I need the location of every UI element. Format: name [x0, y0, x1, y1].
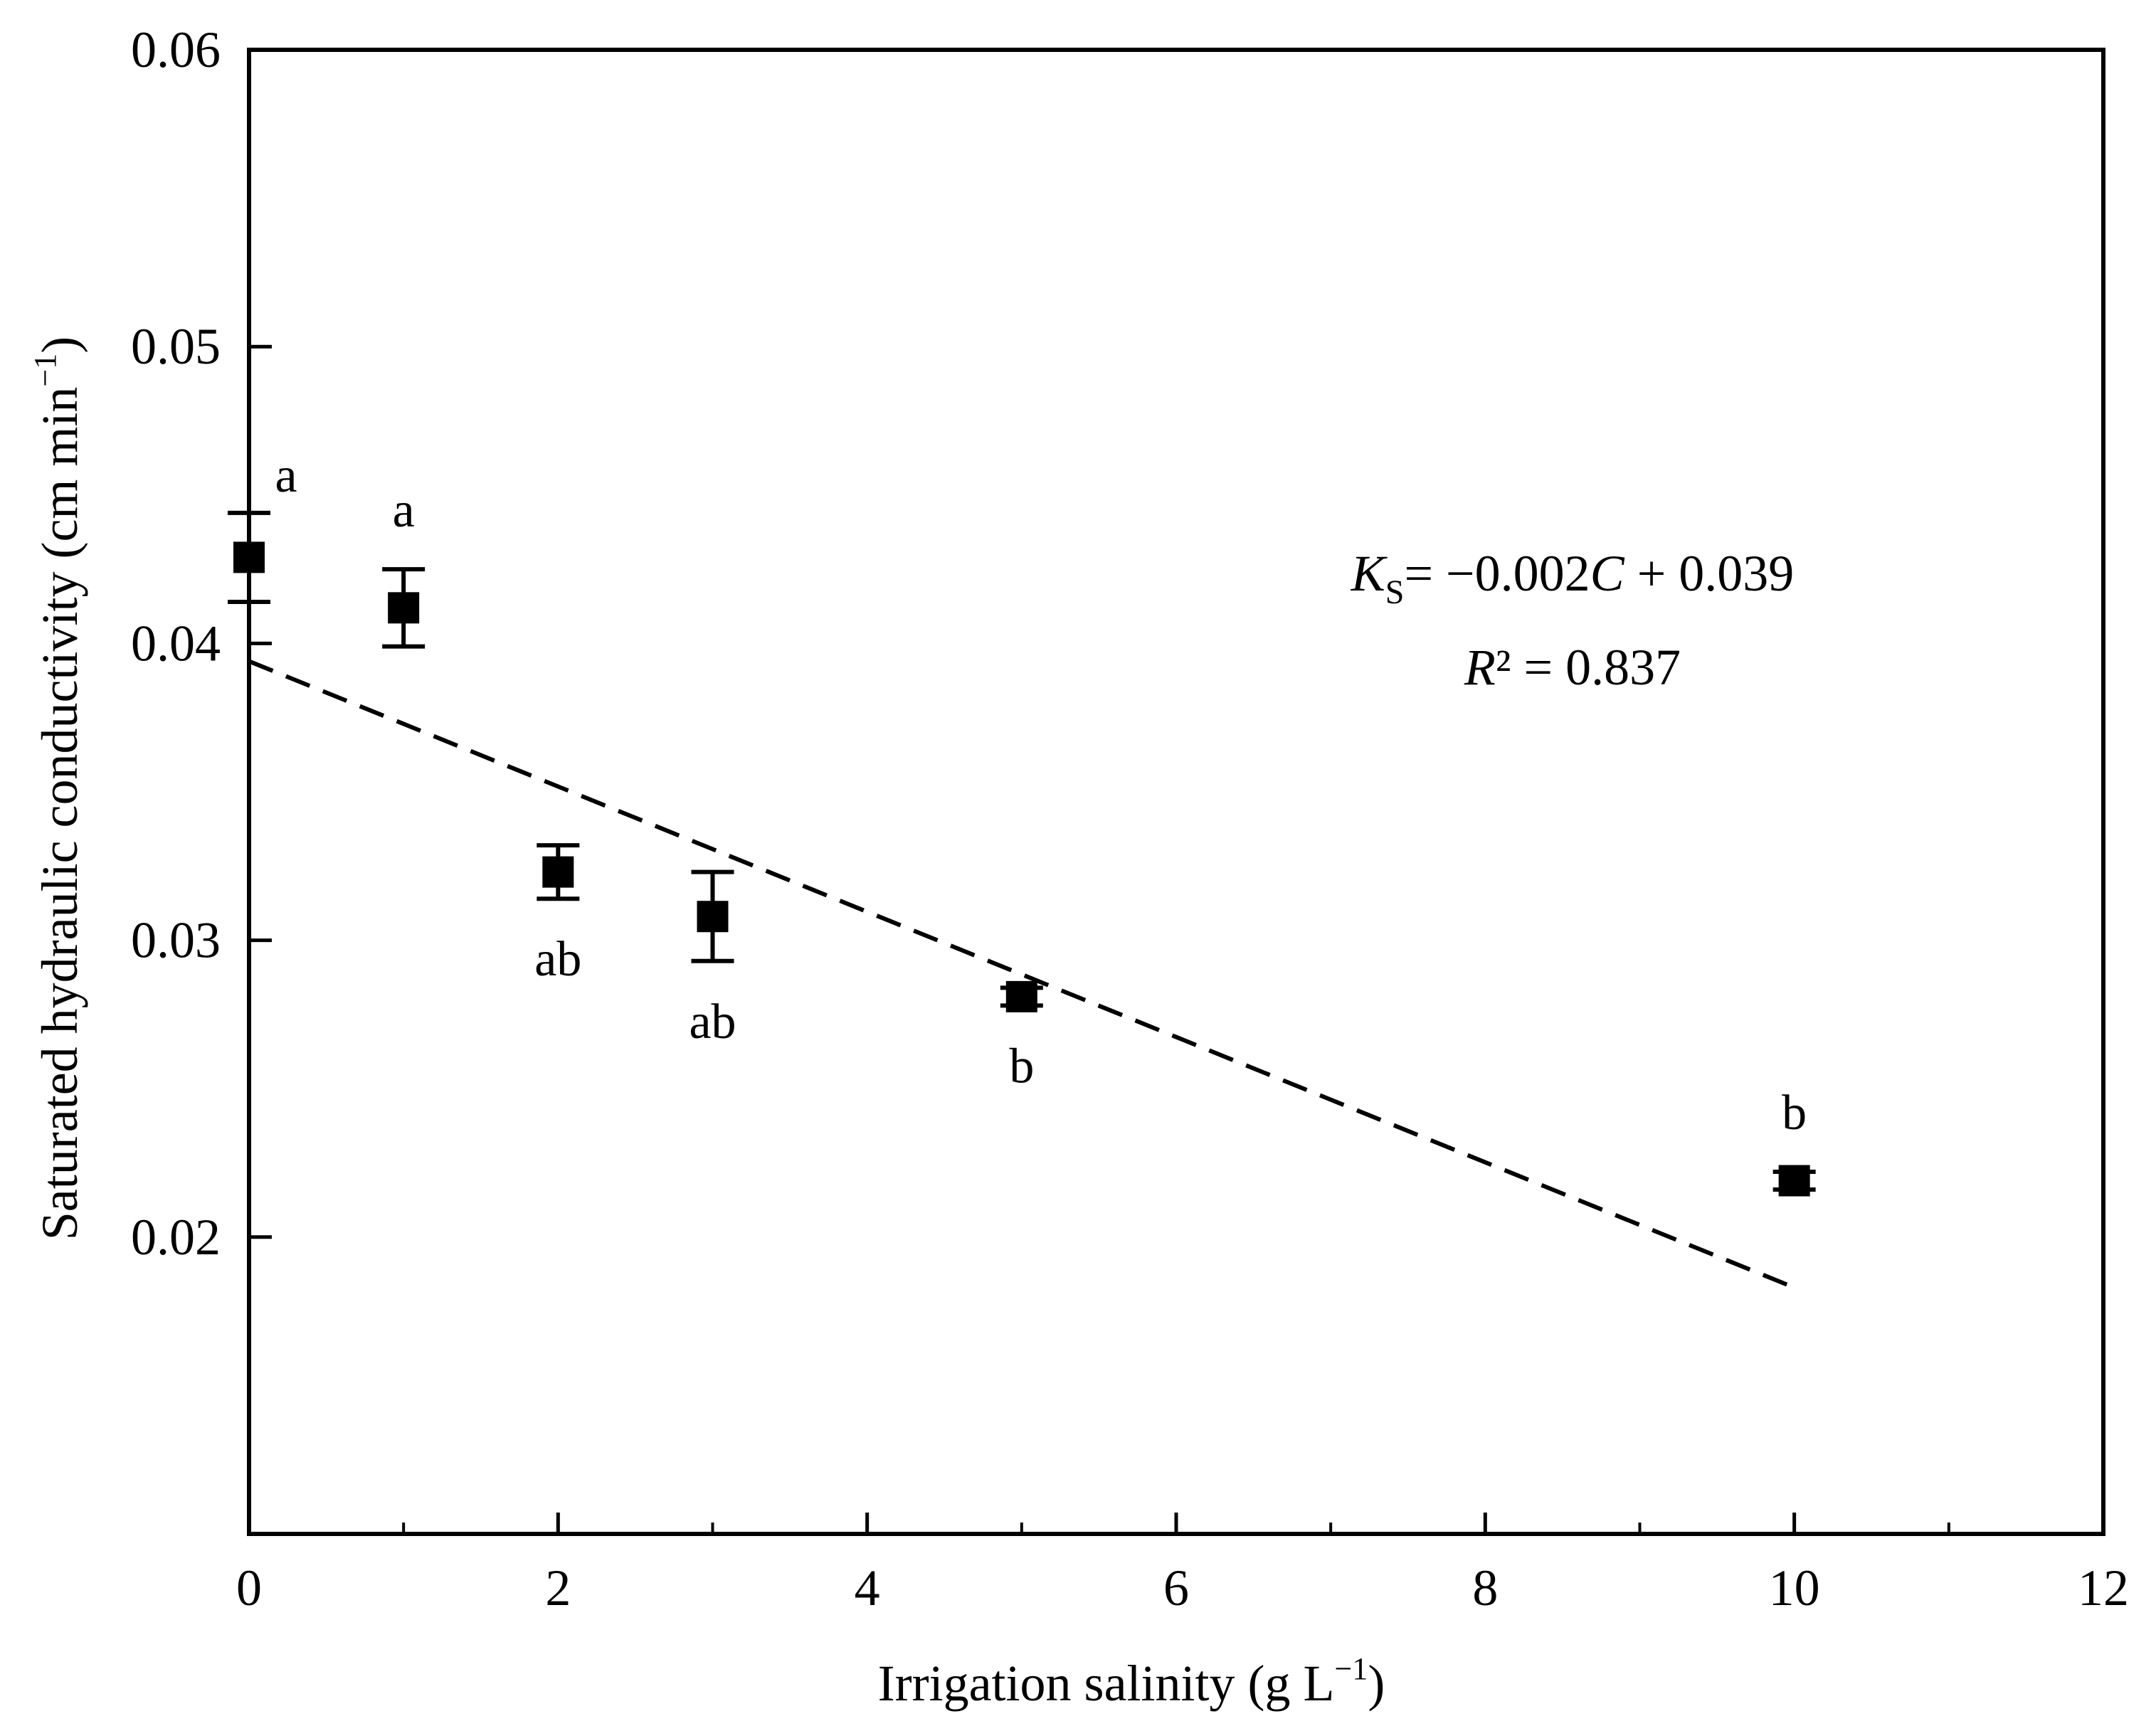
data-point-group: ab [534, 843, 581, 987]
significance-letter: b [1009, 1039, 1034, 1094]
significance-letter: ab [534, 932, 581, 987]
y-tick-label: 0.04 [131, 615, 221, 672]
data-point-marker [1005, 980, 1037, 1012]
y-tick-label: 0.06 [131, 21, 221, 78]
y-tick-label: 0.05 [131, 318, 221, 375]
data-point-group: b [1000, 980, 1043, 1094]
x-tick-label: 10 [1769, 1560, 1820, 1616]
fit-r-squared: R² = 0.837 [1464, 639, 1681, 696]
data-point-marker [1778, 1165, 1810, 1197]
significance-letter: b [1782, 1086, 1807, 1140]
data-point-marker [697, 901, 729, 933]
y-axis-ticks: 0.02 0.03 0.04 0.05 0.06 [131, 21, 272, 1266]
data-point-group: a [228, 448, 297, 604]
x-tick-label: 12 [2078, 1560, 2129, 1616]
data-point-marker [233, 541, 265, 573]
x-tick-label: 4 [855, 1560, 880, 1616]
data-point-group: b [1772, 1086, 1816, 1197]
y-axis-title: Saturated hydraulic conductivity (cm min… [28, 337, 88, 1240]
data-point-group: a [382, 483, 426, 649]
data-points: a a ab ab b b [228, 448, 1816, 1197]
fit-line [248, 659, 1795, 1290]
x-tick-label: 0 [236, 1560, 262, 1616]
significance-letter: ab [689, 995, 736, 1049]
data-point-marker [542, 856, 574, 888]
data-point-group: ab [689, 869, 736, 1049]
y-tick-label: 0.02 [131, 1209, 221, 1266]
plot-frame [247, 48, 2105, 1536]
data-point-marker [388, 592, 420, 624]
x-tick-label: 8 [1472, 1560, 1498, 1616]
x-axis-ticks: 0 2 4 6 8 10 12 [236, 1513, 2129, 1616]
y-tick-label: 0.03 [131, 912, 221, 969]
fit-equation: KS= −0.002C + 0.039 [1351, 545, 1795, 611]
x-tick-label: 6 [1163, 1560, 1189, 1616]
x-axis-title: Irrigation salinity (g L−1) [878, 1651, 1385, 1712]
significance-letter: a [275, 448, 297, 503]
significance-letter: a [393, 483, 415, 538]
x-tick-label: 2 [545, 1560, 571, 1616]
